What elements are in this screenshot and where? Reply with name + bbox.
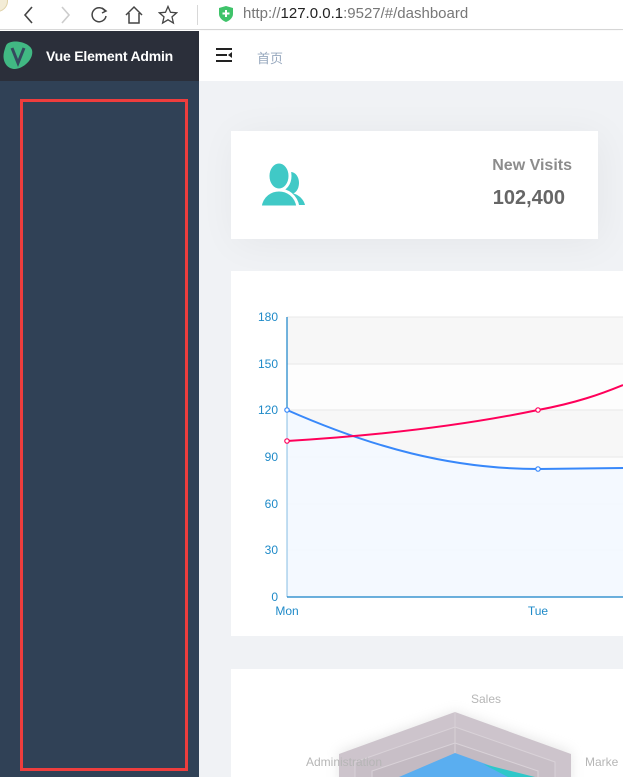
panel-value: 102,400 [492, 187, 565, 209]
address-bar[interactable]: http://127.0.0.1:9527/#/dashboard [243, 5, 468, 22]
radar-chart-card: Sales Administration Marke [231, 669, 623, 777]
profile-avatar[interactable] [0, 0, 8, 12]
url-scheme: http:// [243, 5, 281, 22]
vue-logo-icon [3, 41, 33, 69]
forward-icon[interactable] [54, 4, 76, 26]
y-tick-90: 90 [265, 450, 279, 464]
hamburger-toggle-icon[interactable] [216, 48, 232, 62]
browser-toolbar: http://127.0.0.1:9527/#/dashboard [0, 0, 623, 30]
sidebar: Vue Element Admin [0, 31, 199, 777]
bookmark-star-icon[interactable] [157, 4, 179, 26]
sidebar-logo[interactable]: Vue Element Admin [0, 31, 199, 81]
toolbar-divider [197, 5, 198, 25]
reload-icon[interactable] [88, 4, 110, 26]
navbar: 首页 [199, 31, 623, 81]
y-tick-30: 30 [265, 543, 279, 557]
home-icon[interactable] [123, 4, 145, 26]
x-tick-mon: Mon [275, 604, 298, 618]
url-path: :9527/#/dashboard [343, 5, 469, 22]
y-tick-0: 0 [271, 590, 278, 604]
series-actual [286, 409, 623, 471]
radar-label-marketing: Marke [585, 755, 619, 769]
back-icon[interactable] [18, 4, 40, 26]
breadcrumb-home[interactable]: 首页 [257, 51, 284, 66]
url-host: 127.0.0.1 [280, 5, 344, 22]
y-tick-60: 60 [265, 497, 279, 511]
radar-label-administration: Administration [306, 755, 382, 769]
secure-shield-icon[interactable] [219, 6, 233, 22]
peoples-icon [259, 160, 305, 209]
line-chart-card: 180 150 120 90 60 30 0 Mon Tue [231, 271, 623, 636]
radar-chart[interactable]: Sales Administration Marke [231, 669, 623, 777]
panel-label: New Visits [492, 157, 572, 174]
app-title: Vue Element Admin [46, 48, 174, 64]
sidebar-menu-highlight [20, 99, 188, 771]
line-chart[interactable]: 180 150 120 90 60 30 0 Mon Tue [231, 271, 623, 636]
series-expected [286, 384, 623, 442]
x-tick-tue: Tue [528, 604, 549, 618]
y-tick-150: 150 [258, 357, 278, 371]
y-tick-180: 180 [258, 310, 278, 324]
dashboard-main: New Visits 102,400 [199, 81, 623, 777]
radar-label-sales: Sales [471, 692, 501, 706]
y-tick-120: 120 [258, 403, 278, 417]
panel-new-visits[interactable]: New Visits 102,400 [231, 131, 598, 239]
